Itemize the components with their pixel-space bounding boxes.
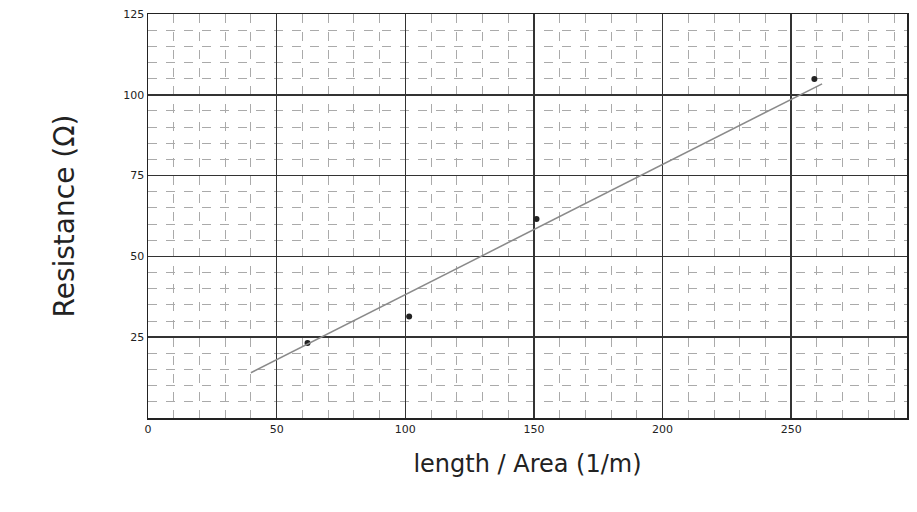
svg-text:Resistance (Ω): Resistance (Ω) (48, 114, 81, 317)
svg-text:125: 125 (123, 8, 144, 21)
svg-text:25: 25 (130, 331, 144, 344)
svg-text:length / Area (1/m): length / Area (1/m) (413, 450, 641, 478)
svg-text:0: 0 (145, 423, 152, 436)
svg-text:100: 100 (395, 423, 416, 436)
svg-text:50: 50 (270, 423, 284, 436)
svg-text:200: 200 (652, 423, 673, 436)
svg-text:100: 100 (123, 89, 144, 102)
svg-text:250: 250 (781, 423, 802, 436)
svg-text:150: 150 (523, 423, 544, 436)
svg-text:75: 75 (130, 169, 144, 182)
svg-text:50: 50 (130, 250, 144, 263)
